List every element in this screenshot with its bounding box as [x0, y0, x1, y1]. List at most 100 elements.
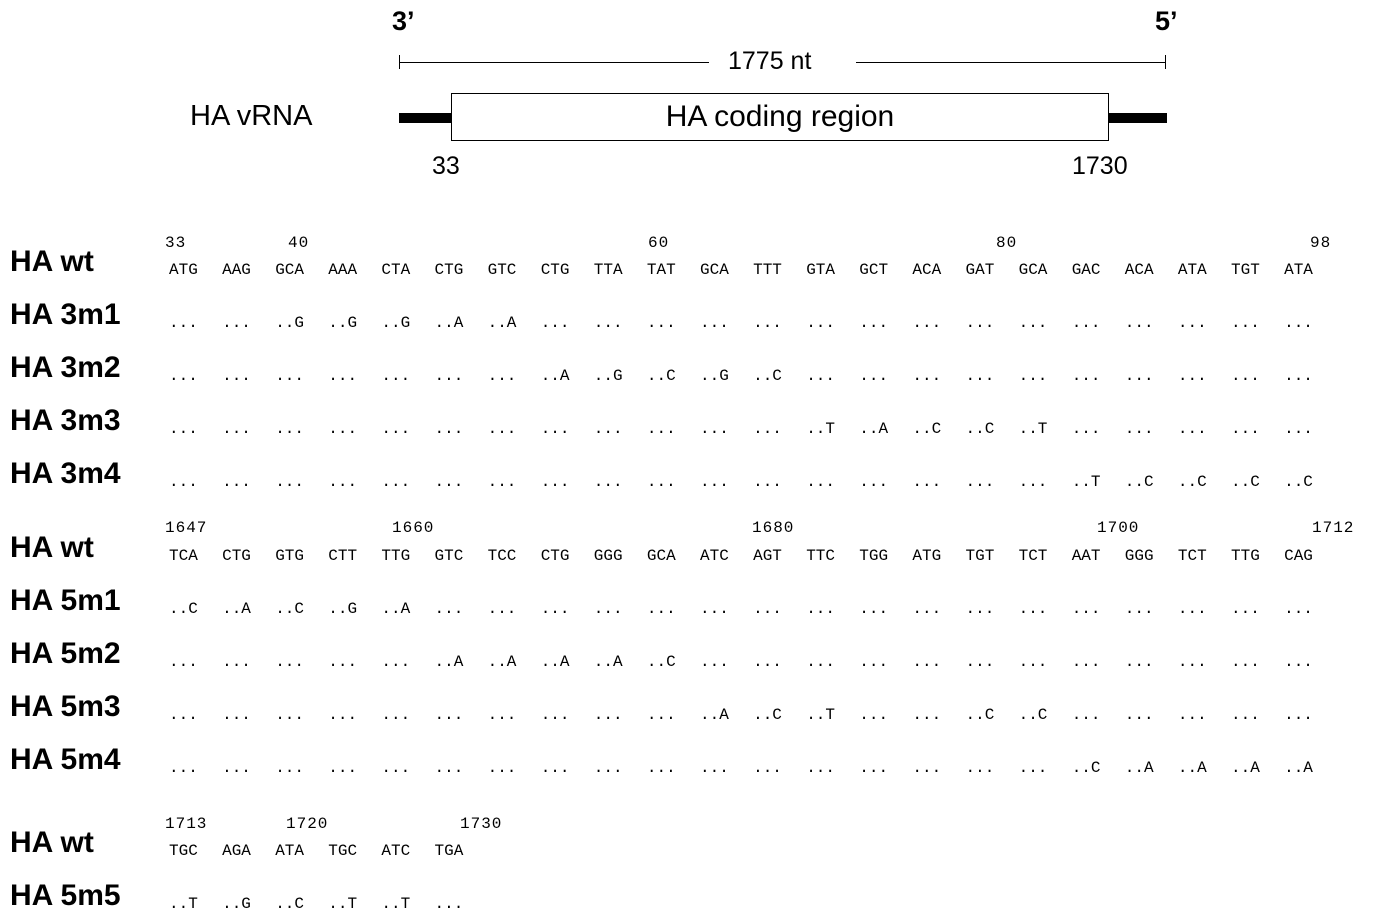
- codon: ..G: [593, 367, 623, 385]
- codon: TGT: [965, 547, 995, 565]
- codon: ...: [381, 473, 411, 491]
- codon: ...: [169, 653, 198, 671]
- codon: GCT: [859, 261, 889, 279]
- codon: ...: [1018, 367, 1048, 385]
- codon: ...: [859, 653, 889, 671]
- codon: ..A: [859, 420, 889, 438]
- codon: ...: [328, 653, 358, 671]
- codon: ...: [1018, 759, 1048, 777]
- codon: ...: [1124, 600, 1154, 618]
- nucleotide-position-marker: 1700: [1097, 519, 1140, 537]
- codon: ..C: [965, 420, 995, 438]
- codon: ...: [222, 759, 251, 777]
- codon: ...: [434, 473, 464, 491]
- codon: ...: [912, 759, 942, 777]
- codon: GGG: [593, 547, 623, 565]
- codon: ...: [965, 367, 995, 385]
- codon: TGG: [859, 547, 889, 565]
- codon: ...: [1231, 367, 1260, 385]
- codon: ...: [1177, 653, 1207, 671]
- codon: ..C: [1177, 473, 1207, 491]
- codon: ...: [434, 600, 464, 618]
- codon: ..G: [275, 314, 304, 332]
- codon: ...: [540, 706, 570, 724]
- codon: ...: [806, 314, 835, 332]
- codon: ...: [806, 473, 835, 491]
- codon: CTG: [540, 261, 570, 279]
- codon: ...: [912, 473, 942, 491]
- codon: ...: [753, 473, 782, 491]
- codon: ...: [1071, 600, 1101, 618]
- codon: ..G: [328, 314, 358, 332]
- utr-5prime-bar: [1108, 113, 1167, 123]
- codon: ...: [1284, 314, 1313, 332]
- sequence-row-label: HA 3m3: [10, 404, 121, 437]
- codon: ...: [381, 653, 411, 671]
- five-prime-end-label: 5’: [1155, 6, 1178, 36]
- codon: ...: [806, 759, 835, 777]
- codon: ...: [753, 759, 782, 777]
- codon: ...: [434, 367, 464, 385]
- codon: ..A: [487, 314, 517, 332]
- codon: ...: [1231, 653, 1260, 671]
- codon: TGA: [434, 842, 464, 860]
- length-label: 1775 nt: [728, 47, 812, 75]
- codon: ...: [222, 706, 251, 724]
- codon: ..A: [434, 314, 464, 332]
- codon: ...: [646, 314, 676, 332]
- utr-3prime-bar: [399, 113, 452, 123]
- codon: ...: [1231, 706, 1260, 724]
- codon: ..A: [381, 600, 411, 618]
- codon: AAA: [328, 261, 358, 279]
- codon: ...: [222, 367, 251, 385]
- codon: ...: [222, 473, 251, 491]
- codon: ..C: [753, 367, 782, 385]
- sequence-row-label: HA 5m2: [10, 637, 121, 670]
- codon: ...: [806, 653, 835, 671]
- sequence-row-label: HA 3m4: [10, 457, 121, 490]
- codon: ..G: [381, 314, 411, 332]
- codon: ..G: [700, 367, 729, 385]
- codon: AAG: [222, 261, 251, 279]
- codon: ...: [169, 473, 198, 491]
- codon: ACA: [1124, 261, 1154, 279]
- nucleotide-position-marker: 1712: [1312, 519, 1355, 537]
- codon: ...: [859, 367, 889, 385]
- codon: ...: [169, 759, 198, 777]
- coding-end-position: 1730: [1072, 152, 1128, 180]
- codon: AGA: [222, 842, 251, 860]
- sequence-row-label: HA 5m1: [10, 584, 121, 617]
- codon: TTC: [806, 547, 835, 565]
- codon: ...: [593, 314, 623, 332]
- codon: ...: [1071, 367, 1101, 385]
- codon: ..A: [487, 653, 517, 671]
- codon: ...: [487, 706, 517, 724]
- vrna-label: HA vRNA: [190, 100, 313, 132]
- codon: ...: [965, 600, 995, 618]
- codon: ...: [275, 420, 304, 438]
- codon: ...: [965, 653, 995, 671]
- codon: ...: [540, 420, 570, 438]
- codon: CTT: [328, 547, 358, 565]
- codon: ..T: [169, 895, 198, 913]
- codon: ...: [1071, 706, 1101, 724]
- codon: ..C: [646, 653, 676, 671]
- sequence-row-label: HA wt: [10, 826, 94, 859]
- codon: ..T: [328, 895, 358, 913]
- codon: ...: [593, 706, 623, 724]
- codon: ..G: [222, 895, 251, 913]
- nucleotide-position-marker: 33: [165, 234, 187, 252]
- codon: ...: [169, 706, 198, 724]
- codon: ...: [753, 600, 782, 618]
- nucleotide-position-marker: 1647: [165, 519, 208, 537]
- codon: ...: [1177, 420, 1207, 438]
- codon: ..C: [275, 600, 304, 618]
- codon: ..C: [275, 895, 304, 913]
- codon: ...: [328, 420, 358, 438]
- codon: ..C: [169, 600, 198, 618]
- codon: CTG: [222, 547, 251, 565]
- codon: ...: [646, 600, 676, 618]
- codon: ..C: [753, 706, 782, 724]
- codon: ...: [1284, 600, 1313, 618]
- codon: ..A: [540, 367, 570, 385]
